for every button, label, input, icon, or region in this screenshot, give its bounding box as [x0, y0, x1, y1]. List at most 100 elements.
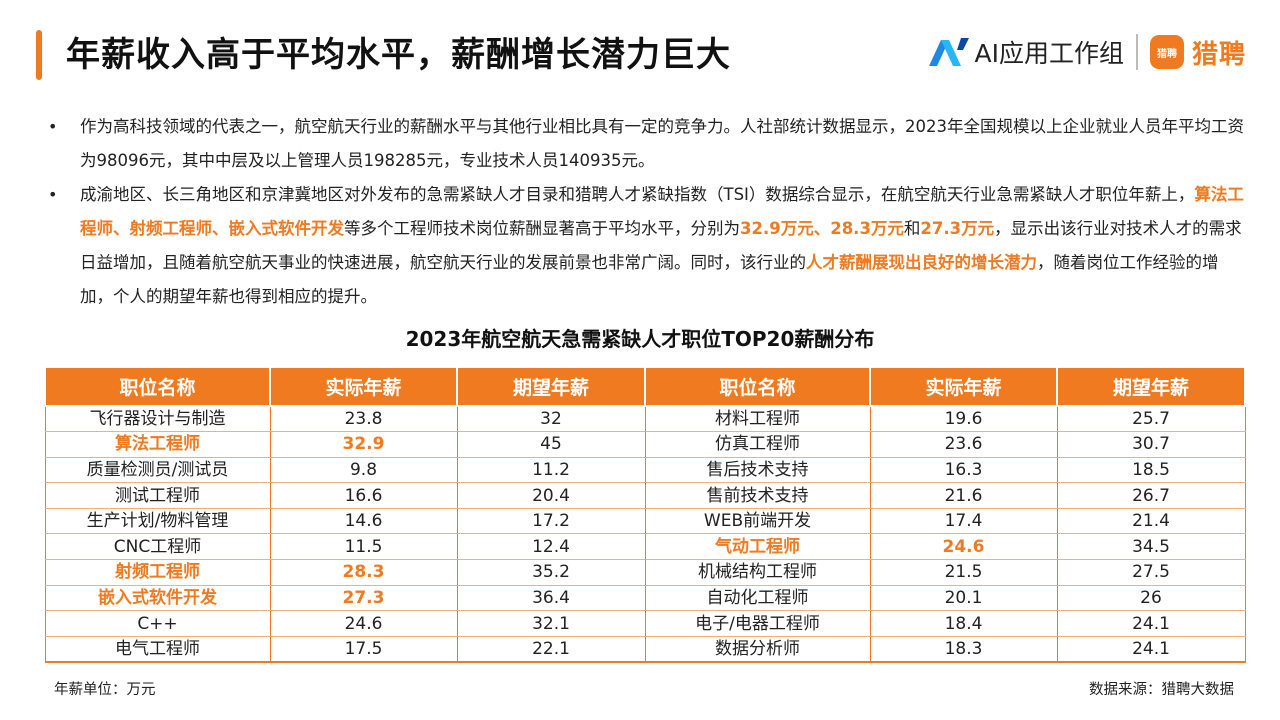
brand-ai-text: AI应用工作组: [974, 39, 1124, 68]
source-note: 数据来源：猎聘大数据: [1089, 682, 1234, 698]
body-text: ，显示出该行业对技术人才的需求日益增加，且随着航空航天事业的快速进展，航空航天行…: [80, 219, 1242, 272]
job-title-cell: 仿真工程师: [644, 431, 871, 458]
table-row: 生产计划/物料管理 14.6 17.2 WEB前端开发 17.4 21.4: [44, 508, 1246, 535]
table-row: 质量检测员/测试员 9.8 11.2 售后技术支持 16.3 18.5: [44, 457, 1246, 484]
job-title-cell: 售前技术支持: [644, 482, 871, 509]
job-title-cell: 嵌入式软件开发: [44, 585, 271, 612]
actual-salary-cell: 32.9: [269, 431, 458, 458]
bullet-dot-icon: •: [48, 185, 58, 204]
actual-salary-cell: 21.6: [869, 482, 1058, 509]
expected-salary-cell: 36.4: [456, 585, 646, 612]
bullet-item: • 作为高科技领域的代表之一，航空航天行业的薪酬水平与其他行业相比具有一定的竞争力…: [46, 110, 1246, 178]
body-text: 和: [903, 219, 921, 238]
actual-salary-cell: 24.6: [869, 533, 1058, 561]
liepin-logo-icon: 猎聘: [1149, 35, 1184, 69]
actual-salary-cell: 11.5: [269, 533, 458, 561]
job-title-cell: 材料工程师: [644, 406, 871, 433]
job-title-cell: WEB前端开发: [644, 508, 871, 535]
expected-salary-cell: 18.5: [1056, 457, 1246, 484]
page-title: 年薪收入高于平均水平，薪酬增长潜力巨大: [66, 35, 731, 75]
expected-salary-cell: 32: [456, 406, 646, 433]
job-title-cell: 电气工程师: [44, 636, 271, 663]
job-title-cell: 自动化工程师: [644, 585, 871, 612]
expected-salary-cell: 12.4: [456, 533, 646, 561]
header-cell: 期望年薪: [456, 366, 646, 407]
title-accent-bar: [36, 30, 42, 80]
body-text: ，随着岗位工作经验的增加，个人的期望年薪也得到相应的提升。: [80, 253, 1219, 306]
actual-salary-cell: 27.3: [269, 585, 458, 612]
actual-salary-cell: 24.6: [269, 610, 458, 637]
job-title-cell: 电子/电器工程师: [644, 610, 871, 637]
job-title-cell: 射频工程师: [44, 559, 271, 586]
expected-salary-cell: 21.4: [1056, 508, 1246, 535]
table-title: 2023年航空航天急需紧缺人才职位TOP20薪酬分布: [405, 327, 875, 351]
brand-liepin-text: 猎聘: [1191, 39, 1246, 70]
bullet-dot-icon: •: [48, 117, 58, 136]
actual-salary-cell: 17.5: [269, 636, 458, 663]
actual-salary-cell: 16.6: [269, 482, 458, 509]
expected-salary-cell: 24.1: [1056, 610, 1246, 637]
actual-salary-cell: 21.5: [869, 559, 1058, 586]
job-title-cell: 数据分析师: [644, 636, 871, 663]
body-text: 成渝地区、长三角地区和京津冀地区对外发布的急需紧缺人才目录和猎聘人才紧缺指数（T…: [80, 185, 1195, 204]
actual-salary-cell: 23.6: [869, 431, 1058, 458]
expected-salary-cell: 26: [1056, 585, 1246, 612]
expected-salary-cell: 27.5: [1056, 559, 1246, 586]
job-title-cell: 机械结构工程师: [644, 559, 871, 586]
highlight-text: 算法工程师、射频工程师、嵌入式软件开发: [80, 185, 1244, 238]
header-cell: 职位名称: [644, 366, 871, 407]
brand-area: AI应用工作组 猎聘 猎聘: [927, 32, 1247, 72]
actual-salary-cell: 28.3: [269, 559, 458, 586]
unit-note: 年薪单位：万元: [54, 682, 156, 698]
table-row: 测试工程师 16.6 20.4 售前技术支持 21.6 26.7: [44, 482, 1246, 509]
job-title-cell: 售后技术支持: [644, 457, 871, 484]
header-cell: 实际年薪: [269, 366, 458, 407]
actual-salary-cell: 18.3: [869, 636, 1058, 663]
expected-salary-cell: 45: [456, 431, 646, 458]
bullet-item: • 成渝地区、长三角地区和京津冀地区对外发布的急需紧缺人才目录和猎聘人才紧缺指数（…: [46, 178, 1246, 314]
expected-salary-cell: 25.7: [1056, 406, 1246, 433]
expected-salary-cell: 11.2: [456, 457, 646, 484]
highlight-text: 人才薪酬展现出良好的增长潜力: [806, 253, 1037, 272]
salary-table: 职位名称 实际年薪 期望年薪 职位名称 实际年薪 期望年薪 飞行器设计与制造 23…: [44, 366, 1246, 663]
table-row: 射频工程师 28.3 35.2 机械结构工程师 21.5 27.5: [44, 559, 1246, 586]
highlight-text: 27.3万元: [920, 219, 995, 238]
job-title-cell: 生产计划/物料管理: [44, 508, 271, 535]
actual-salary-cell: 18.4: [869, 610, 1058, 637]
actual-salary-cell: 16.3: [869, 457, 1058, 484]
actual-salary-cell: 14.6: [269, 508, 458, 535]
actual-salary-cell: 17.4: [869, 508, 1058, 535]
table-row: CNC工程师 11.5 12.4 气动工程师 24.6 34.5: [44, 533, 1246, 561]
job-title-cell: CNC工程师: [44, 533, 271, 561]
table-header-row: 职位名称 实际年薪 期望年薪 职位名称 实际年薪 期望年薪: [44, 366, 1246, 407]
actual-salary-cell: 20.1: [869, 585, 1058, 612]
expected-salary-cell: 24.1: [1056, 636, 1246, 663]
actual-salary-cell: 23.8: [269, 406, 458, 433]
table-row: 算法工程师 32.9 45 仿真工程师 23.6 30.7: [44, 431, 1246, 458]
expected-salary-cell: 26.7: [1056, 482, 1246, 509]
bullet-list: • 作为高科技领域的代表之一，航空航天行业的薪酬水平与其他行业相比具有一定的竞争力…: [46, 110, 1246, 314]
highlight-text: 32.9万元、28.3万元: [740, 219, 904, 238]
job-title-cell: 测试工程师: [44, 482, 271, 509]
body-text: 作为高科技领域的代表之一，航空航天行业的薪酬水平与其他行业相比具有一定的竞争力。…: [80, 117, 1244, 170]
job-title-cell: 算法工程师: [44, 431, 271, 458]
table-row: 电气工程师 17.5 22.1 数据分析师 18.3 24.1: [44, 636, 1246, 663]
header-cell: 职位名称: [44, 366, 271, 407]
table-row: 飞行器设计与制造 23.8 32 材料工程师 19.6 25.7: [44, 406, 1246, 433]
job-title-cell: 质量检测员/测试员: [44, 457, 271, 484]
header-cell: 实际年薪: [869, 366, 1058, 407]
job-title-cell: 气动工程师: [644, 533, 871, 561]
ai-logo-icon: [928, 38, 969, 66]
expected-salary-cell: 34.5: [1056, 533, 1246, 561]
table-row: C++ 24.6 32.1 电子/电器工程师 18.4 24.1: [44, 610, 1246, 637]
expected-salary-cell: 35.2: [456, 559, 646, 586]
table-row: 嵌入式软件开发 27.3 36.4 自动化工程师 20.1 26: [44, 585, 1246, 612]
actual-salary-cell: 19.6: [869, 406, 1058, 433]
header-cell: 期望年薪: [1056, 366, 1246, 407]
expected-salary-cell: 30.7: [1056, 431, 1246, 458]
expected-salary-cell: 32.1: [456, 610, 646, 637]
expected-salary-cell: 17.2: [456, 508, 646, 535]
job-title-cell: 飞行器设计与制造: [44, 406, 271, 433]
actual-salary-cell: 9.8: [269, 457, 458, 484]
job-title-cell: C++: [44, 610, 271, 637]
